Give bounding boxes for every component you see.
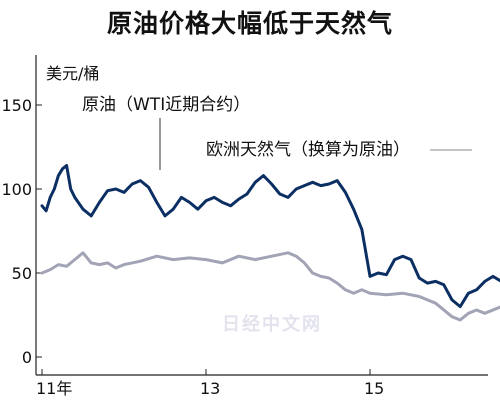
x-tick-label: 13 [200, 379, 220, 398]
crude-oil-series-line [40, 164, 500, 309]
annotations: 原油（WTI近期合约） 欧洲天然气（换算为原油） [82, 95, 472, 170]
axes: 05010015011年1315171921 [1, 55, 488, 398]
svg-text:日经中文网: 日经中文网 [222, 313, 322, 335]
y-axis-unit-label: 美元/桶 [46, 64, 100, 83]
y-tick-label: 50 [12, 264, 32, 283]
european-gas-series-line [40, 251, 500, 322]
x-tick-label: 11年 [36, 379, 72, 398]
y-tick-label: 150 [1, 96, 32, 115]
series-lines [40, 164, 500, 322]
y-tick-label: 0 [22, 348, 32, 367]
y-tick-label: 100 [1, 180, 32, 199]
x-tick-label: 15 [364, 379, 384, 398]
european-gas-label: 欧洲天然气（换算为原油） [206, 140, 410, 160]
crude-oil-label: 原油（WTI近期合约） [82, 95, 250, 115]
watermark: 日经中文网 [222, 313, 322, 335]
chart-title: 原油价格大幅低于天然气 [106, 9, 393, 38]
